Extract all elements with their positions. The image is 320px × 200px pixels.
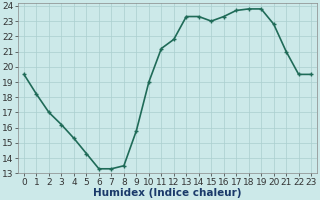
- X-axis label: Humidex (Indice chaleur): Humidex (Indice chaleur): [93, 188, 242, 198]
